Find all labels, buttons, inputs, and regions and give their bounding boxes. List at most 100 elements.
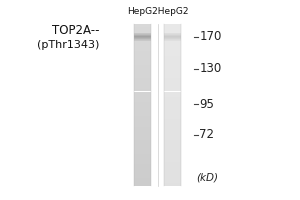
Bar — [164, 178, 181, 181]
Bar — [164, 175, 181, 178]
Bar — [134, 146, 151, 148]
Bar — [164, 105, 181, 108]
Bar — [134, 56, 151, 59]
Bar — [164, 83, 181, 86]
Bar — [134, 132, 151, 135]
Bar — [164, 127, 181, 129]
Bar — [134, 40, 151, 41]
Bar — [134, 37, 151, 40]
Bar — [164, 27, 181, 29]
Bar — [134, 81, 151, 83]
Bar — [164, 172, 181, 175]
Bar — [134, 140, 151, 143]
Bar — [134, 89, 151, 91]
Bar — [164, 94, 181, 97]
Bar — [164, 116, 181, 118]
Text: (kD): (kD) — [196, 173, 218, 183]
Bar — [164, 129, 181, 132]
Bar — [134, 162, 151, 164]
Bar — [164, 43, 181, 46]
Bar — [164, 89, 181, 91]
Bar — [164, 154, 181, 156]
Bar — [164, 39, 181, 40]
Bar — [164, 170, 181, 172]
Bar — [164, 51, 181, 54]
Bar — [164, 164, 181, 167]
Bar — [134, 151, 151, 154]
Bar — [134, 118, 151, 121]
Bar — [164, 62, 181, 64]
Bar — [134, 102, 151, 105]
Bar — [164, 40, 181, 41]
Bar — [134, 135, 151, 137]
Text: 72: 72 — [200, 129, 214, 142]
Bar — [134, 121, 151, 124]
Bar — [134, 178, 151, 181]
Bar — [134, 70, 151, 73]
Bar — [164, 40, 181, 43]
Text: 95: 95 — [200, 98, 214, 110]
Bar — [134, 94, 151, 97]
Bar — [164, 135, 181, 137]
Bar — [134, 175, 151, 178]
Bar — [134, 113, 151, 116]
Bar — [134, 34, 151, 35]
Bar — [164, 121, 181, 124]
Bar — [134, 32, 151, 35]
Text: (pThr1343): (pThr1343) — [37, 40, 99, 50]
Bar — [134, 172, 151, 175]
Bar — [164, 38, 181, 39]
Bar — [134, 86, 151, 89]
Bar — [134, 167, 151, 170]
Bar — [134, 181, 151, 183]
Bar — [164, 97, 181, 100]
Bar — [164, 183, 181, 186]
Bar — [134, 124, 151, 127]
Bar — [134, 183, 151, 186]
Bar — [134, 51, 151, 54]
Bar — [164, 143, 181, 146]
Bar — [164, 35, 181, 38]
Bar — [164, 73, 181, 75]
Bar — [164, 148, 181, 151]
Bar — [164, 86, 181, 89]
Bar — [134, 97, 151, 100]
Bar — [134, 116, 151, 118]
Bar — [134, 67, 151, 70]
Bar — [134, 78, 151, 81]
Bar — [164, 146, 181, 148]
Bar — [164, 140, 181, 143]
Bar — [134, 159, 151, 162]
Bar — [134, 27, 151, 29]
Bar — [134, 38, 151, 39]
Bar — [134, 54, 151, 56]
Bar — [164, 102, 181, 105]
Bar — [164, 156, 181, 159]
Bar — [164, 67, 181, 70]
Bar — [134, 83, 151, 86]
Bar — [164, 108, 181, 110]
Bar — [134, 33, 151, 34]
Bar — [164, 75, 181, 78]
Bar — [164, 32, 181, 35]
Bar — [164, 35, 181, 36]
Bar — [134, 143, 151, 146]
Bar — [134, 37, 151, 38]
Bar — [164, 167, 181, 170]
Bar — [134, 62, 151, 64]
Bar — [164, 78, 181, 81]
Bar — [164, 70, 181, 73]
Bar — [134, 75, 151, 78]
Bar — [134, 43, 151, 46]
Bar — [134, 29, 151, 32]
Bar — [164, 132, 181, 135]
Bar — [134, 40, 151, 43]
Bar — [164, 54, 181, 56]
Bar — [134, 36, 151, 37]
Bar — [134, 164, 151, 167]
Bar — [134, 154, 151, 156]
Bar — [134, 48, 151, 51]
Bar — [134, 24, 151, 27]
Bar — [134, 170, 151, 172]
Bar — [164, 181, 181, 183]
